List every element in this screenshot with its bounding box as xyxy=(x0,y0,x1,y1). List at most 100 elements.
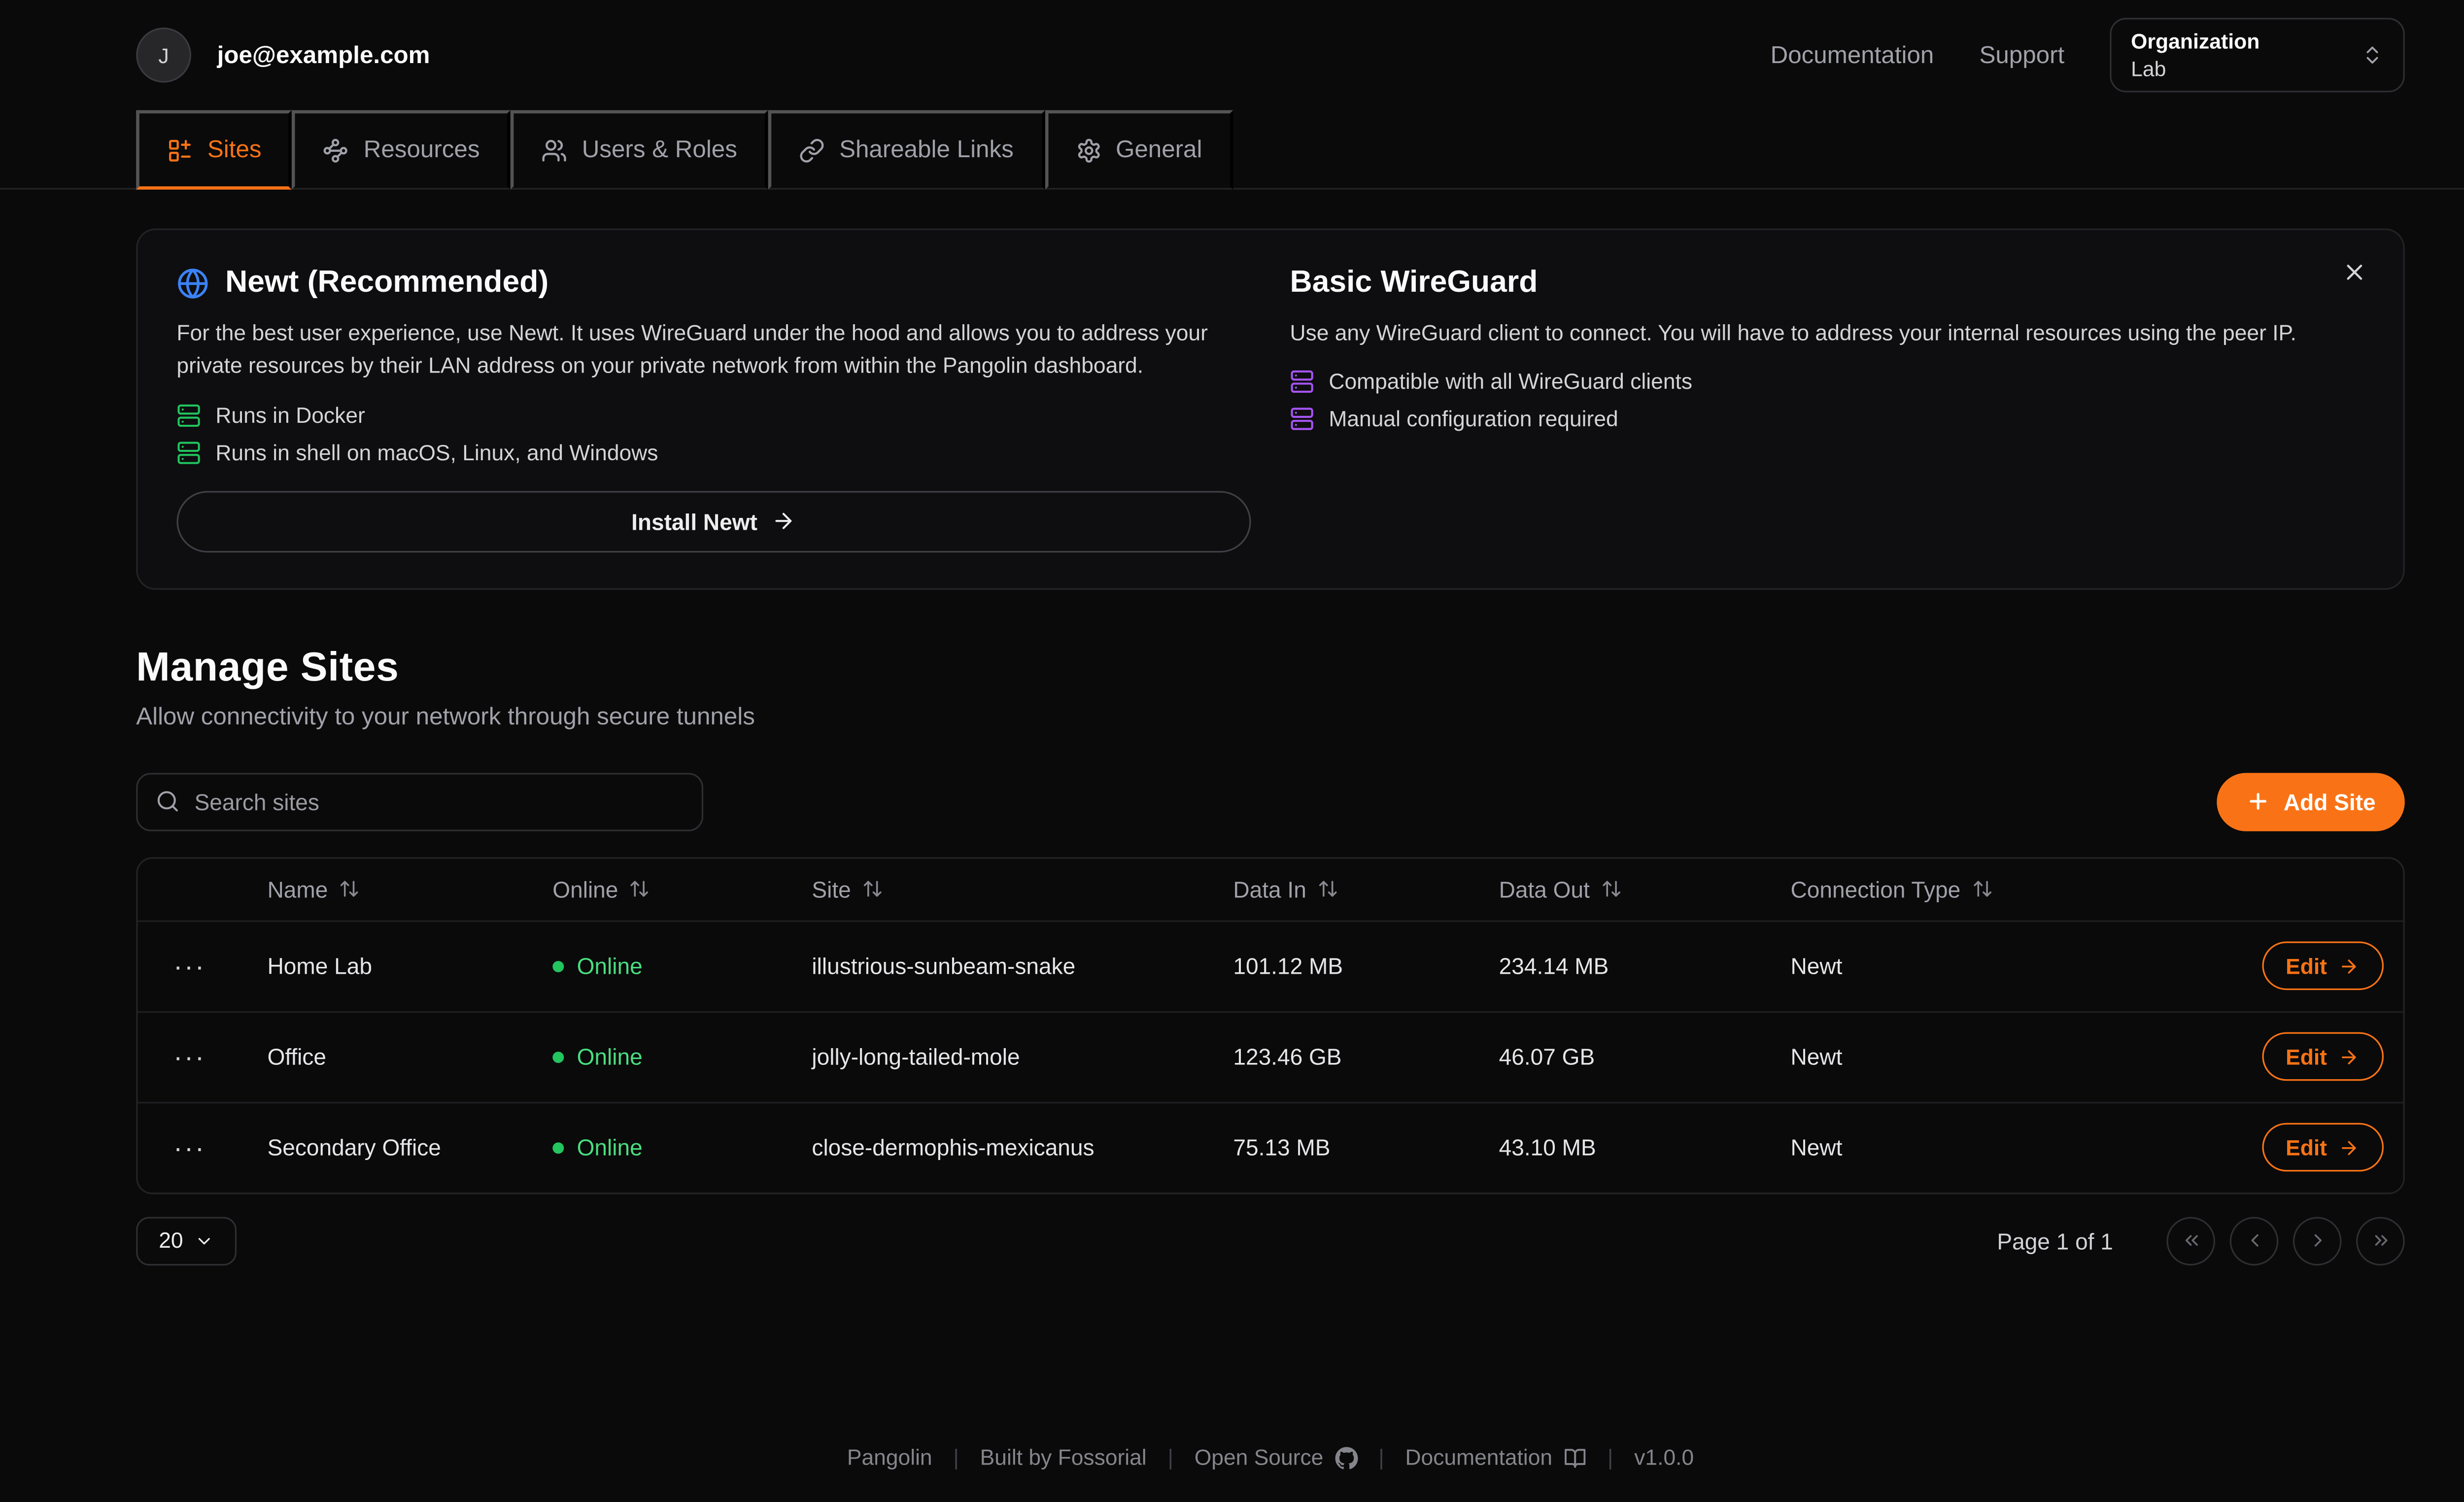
documentation-link[interactable]: Documentation xyxy=(1770,41,1934,69)
wireguard-column: Basic WireGuard Use any WireGuard client… xyxy=(1290,266,2364,551)
footer-open-source-link[interactable]: Open Source xyxy=(1195,1445,1358,1469)
chevrons-up-down-icon xyxy=(2361,44,2384,67)
newt-bullet: Runs in Docker xyxy=(176,403,1251,427)
column-header-online[interactable]: Online xyxy=(527,876,786,902)
link-icon xyxy=(799,137,825,163)
book-icon xyxy=(1564,1446,1586,1469)
connection-type: Newt xyxy=(1790,1134,1843,1161)
newt-bullet-label: Runs in shell on macOS, Linux, and Windo… xyxy=(215,440,658,465)
arrow-right-icon xyxy=(2338,1137,2360,1158)
site-name: Office xyxy=(267,1043,326,1070)
tab-users-roles-label: Users & Roles xyxy=(582,136,737,164)
tab-sites[interactable]: Sites xyxy=(136,110,293,190)
wireguard-bullet: Manual configuration required xyxy=(1290,407,2364,432)
column-header-data-out[interactable]: Data Out xyxy=(1473,876,1765,902)
sites-icon xyxy=(167,137,193,163)
edit-button[interactable]: Edit xyxy=(2261,1032,2384,1081)
wireguard-title: Basic WireGuard xyxy=(1290,266,1538,300)
tab-users-roles[interactable]: Users & Roles xyxy=(511,110,768,190)
edit-button[interactable]: Edit xyxy=(2261,1123,2384,1172)
close-icon[interactable] xyxy=(2335,253,2374,292)
column-header-data-in[interactable]: Data In xyxy=(1207,876,1473,902)
site-slug: jolly-long-tailed-mole xyxy=(812,1043,1020,1070)
status-badge: Online xyxy=(577,953,643,979)
support-link[interactable]: Support xyxy=(1979,41,2065,69)
wireguard-description: Use any WireGuard client to connect. You… xyxy=(1290,321,2296,345)
page-size-value: 20 xyxy=(159,1228,183,1253)
online-dot-icon xyxy=(552,960,564,972)
row-menu-icon[interactable]: ··· xyxy=(164,942,215,989)
install-newt-button[interactable]: Install Newt xyxy=(176,490,1251,552)
avatar[interactable]: J xyxy=(136,27,192,83)
row-menu-icon[interactable]: ··· xyxy=(164,1033,215,1080)
tab-shareable-links[interactable]: Shareable Links xyxy=(768,110,1045,190)
search-input[interactable] xyxy=(194,788,684,815)
first-page-button[interactable] xyxy=(2166,1216,2216,1265)
data-in: 123.46 GB xyxy=(1233,1043,1342,1070)
previous-page-button[interactable] xyxy=(2229,1216,2279,1265)
organization-selector-text: Organization Lab xyxy=(2131,29,2259,81)
tab-general[interactable]: General xyxy=(1044,110,1233,190)
wireguard-bullet: Compatible with all WireGuard clients xyxy=(1290,370,2364,394)
status-badge: Online xyxy=(577,1043,643,1070)
online-status: Online xyxy=(527,953,786,979)
install-newt-label: Install Newt xyxy=(631,508,757,534)
newt-bullet-label: Runs in Docker xyxy=(215,403,365,427)
plus-icon xyxy=(2246,789,2270,813)
table-header-row: Name Online Site Data In Data Out Connec… xyxy=(138,858,2403,920)
site-name: Secondary Office xyxy=(267,1134,441,1161)
wireguard-bullet-label: Compatible with all WireGuard clients xyxy=(1329,370,1693,394)
sort-icon xyxy=(339,878,360,899)
add-site-button[interactable]: Add Site xyxy=(2217,772,2405,831)
globe-icon xyxy=(176,268,209,300)
tab-sites-label: Sites xyxy=(207,136,262,164)
data-in: 101.12 MB xyxy=(1233,953,1343,979)
column-header-connection-type[interactable]: Connection Type xyxy=(1765,876,2205,902)
page-size-select[interactable]: 20 xyxy=(136,1216,237,1265)
newt-column: Newt (Recommended) For the best user exp… xyxy=(176,266,1251,552)
server-icon xyxy=(1290,407,1314,431)
site-slug: close-dermophis-mexicanus xyxy=(812,1134,1095,1161)
table-row: ··· Home Lab Online illustrious-sunbeam-… xyxy=(137,920,2403,1010)
sort-icon xyxy=(629,878,650,899)
newt-title: Newt (Recommended) xyxy=(225,266,549,300)
page-title: Manage Sites xyxy=(136,644,399,690)
footer-built-by: Built by Fossorial xyxy=(980,1445,1147,1470)
column-header-site[interactable]: Site xyxy=(786,876,1207,902)
arrow-right-icon xyxy=(2338,1046,2360,1067)
footer-brand: Pangolin xyxy=(847,1445,932,1470)
footer-documentation-link[interactable]: Documentation xyxy=(1405,1445,1586,1469)
pager-controls: Page 1 of 1 xyxy=(1997,1216,2405,1265)
tab-resources[interactable]: Resources xyxy=(292,110,511,190)
arrow-right-icon xyxy=(772,509,796,533)
site-name: Home Lab xyxy=(267,953,372,979)
edit-button[interactable]: Edit xyxy=(2261,941,2384,990)
footer: Pangolin | Built by Fossorial | Open Sou… xyxy=(847,1445,1694,1470)
row-menu-icon[interactable]: ··· xyxy=(164,1124,215,1170)
manage-sites-header: Manage Sites Allow connectivity to your … xyxy=(136,644,2405,730)
next-page-button[interactable] xyxy=(2293,1216,2342,1265)
connection-methods-card: Newt (Recommended) For the best user exp… xyxy=(136,228,2405,589)
user-email: joe@example.com xyxy=(217,41,430,69)
site-slug: illustrious-sunbeam-snake xyxy=(812,953,1076,979)
data-out: 234.14 MB xyxy=(1499,953,1609,979)
github-icon xyxy=(1335,1446,1358,1469)
table-row: ··· Secondary Office Online close-dermop… xyxy=(137,1101,2403,1192)
pagination-bar: 20 Page 1 of 1 xyxy=(136,1216,2405,1265)
search-box xyxy=(136,772,704,831)
data-out: 46.07 GB xyxy=(1499,1043,1595,1070)
organization-selector[interactable]: Organization Lab xyxy=(2110,18,2405,93)
online-status: Online xyxy=(527,1043,786,1070)
footer-version: v1.0.0 xyxy=(1634,1445,1694,1470)
column-header-name[interactable]: Name xyxy=(241,876,527,902)
connection-type: Newt xyxy=(1790,1043,1843,1070)
tab-general-label: General xyxy=(1115,136,1202,164)
online-dot-icon xyxy=(552,1051,564,1062)
last-page-button[interactable] xyxy=(2356,1216,2405,1265)
top-right-nav: Documentation Support Organization Lab xyxy=(1770,18,2405,93)
online-dot-icon xyxy=(552,1141,564,1153)
organization-label: Organization xyxy=(2131,29,2260,54)
gear-icon xyxy=(1075,137,1101,163)
add-site-label: Add Site xyxy=(2283,788,2376,815)
